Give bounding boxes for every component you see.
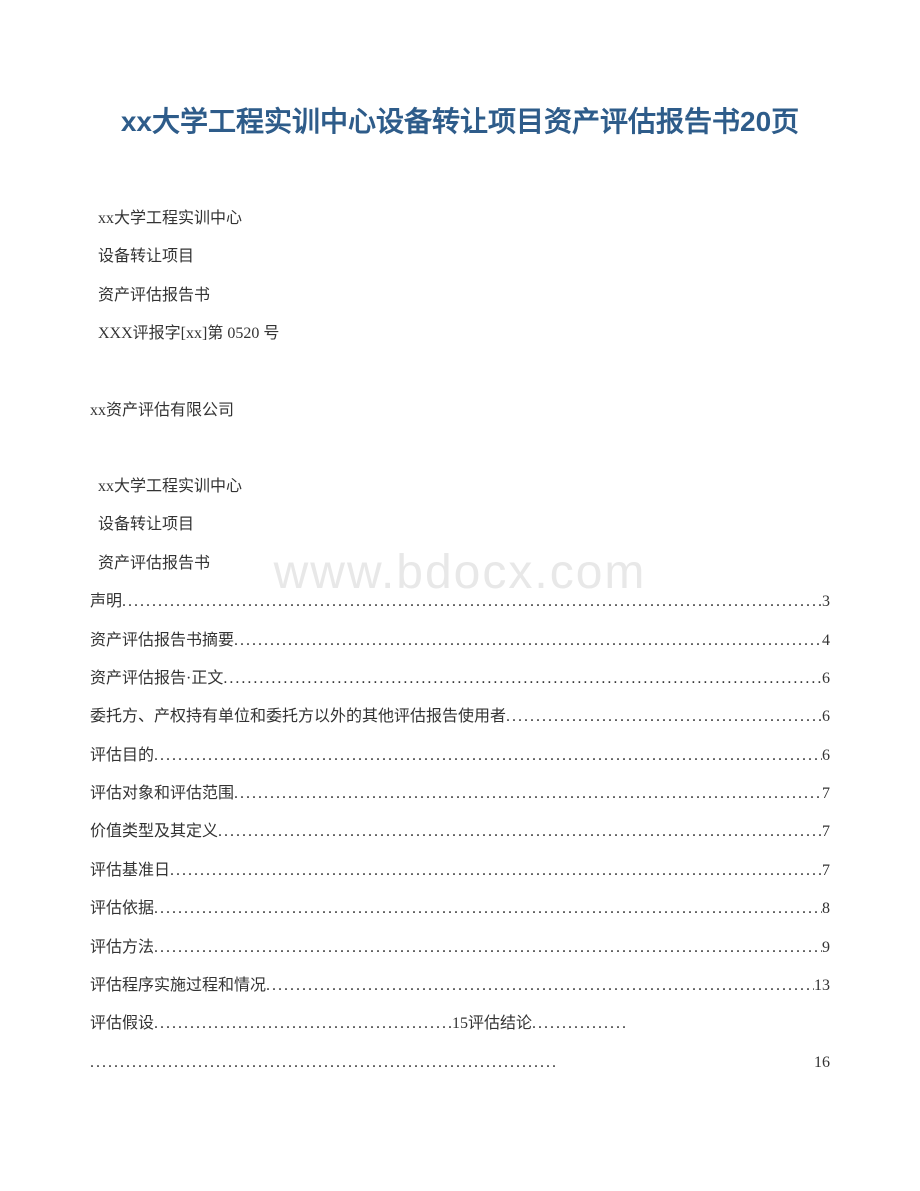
toc-label: 评估基准日	[90, 852, 170, 890]
toc-label: 评估假设	[90, 1005, 154, 1043]
table-of-contents: 声明......................................…	[90, 583, 830, 1005]
toc-page: 4	[822, 622, 830, 660]
toc-page: 7	[822, 775, 830, 813]
toc-label: 评估目的	[90, 737, 154, 775]
toc-line-last: 评估假设 ...................................…	[90, 1005, 830, 1043]
toc-line: 评估方法....................................…	[90, 929, 830, 967]
toc-label: 评估方法	[90, 929, 154, 967]
toc-line-continuation: ........................................…	[90, 1044, 830, 1082]
toc-line: 资产评估报告·正文...............................…	[90, 660, 830, 698]
toc-header-line-3: 资产评估报告书	[90, 545, 830, 583]
toc-header-line-1: xx大学工程实训中心	[90, 468, 830, 506]
toc-dots: ........................................…	[506, 698, 822, 736]
toc-page: 9	[822, 929, 830, 967]
toc-page: 7	[822, 852, 830, 890]
toc-line: 评估对象和评估范围...............................…	[90, 775, 830, 813]
toc-dots: ................	[532, 1005, 830, 1043]
toc-page: 3	[822, 583, 830, 621]
toc-line: 评估目的....................................…	[90, 737, 830, 775]
toc-dots: ........................................…	[218, 813, 822, 851]
toc-page: 6	[822, 737, 830, 775]
document-body: xx大学工程实训中心 设备转让项目 资产评估报告书 XXX评报字[xx]第 05…	[90, 200, 830, 1082]
toc-dots: ........................................…	[266, 967, 814, 1005]
toc-label: 价值类型及其定义	[90, 813, 218, 851]
toc-label: 评估程序实施过程和情况	[90, 967, 266, 1005]
toc-label: 评估结论	[468, 1005, 532, 1043]
company-name: xx资产评估有限公司	[90, 392, 830, 430]
toc-dots: ........................................…	[234, 622, 822, 660]
toc-dots: ........................................…	[122, 583, 822, 621]
toc-line: 评估依据....................................…	[90, 890, 830, 928]
toc-line: 价值类型及其定义................................…	[90, 813, 830, 851]
toc-page: 13	[814, 967, 830, 1005]
toc-line: 声明......................................…	[90, 583, 830, 621]
header-line-2: 设备转让项目	[90, 238, 830, 276]
toc-line: 评估程序实施过程和情况.............................…	[90, 967, 830, 1005]
toc-dots: ........................................…	[223, 660, 822, 698]
toc-dots: ........................................…	[234, 775, 822, 813]
toc-page: 7	[822, 813, 830, 851]
toc-dots: ........................................…	[154, 890, 822, 928]
header-line-1: xx大学工程实训中心	[90, 200, 830, 238]
toc-line: 委托方、产权持有单位和委托方以外的其他评估报告使用者..............…	[90, 698, 830, 736]
toc-dots: ........................................…	[170, 852, 822, 890]
document-title: xx大学工程实训中心设备转让项目资产评估报告书20页	[90, 100, 830, 140]
toc-dots: ........................................…	[154, 1005, 452, 1043]
toc-page: 6	[822, 660, 830, 698]
toc-page: 6	[822, 698, 830, 736]
toc-page: 16	[814, 1044, 830, 1082]
toc-dots: ........................................…	[154, 929, 822, 967]
toc-label: 评估对象和评估范围	[90, 775, 234, 813]
header-line-3: 资产评估报告书	[90, 277, 830, 315]
document-content: xx大学工程实训中心设备转让项目资产评估报告书20页 xx大学工程实训中心 设备…	[90, 100, 830, 1082]
toc-page: 8	[822, 890, 830, 928]
toc-label: 声明	[90, 583, 122, 621]
header-line-4: XXX评报字[xx]第 0520 号	[90, 315, 830, 353]
toc-dots: ........................................…	[90, 1044, 814, 1082]
toc-label: 委托方、产权持有单位和委托方以外的其他评估报告使用者	[90, 698, 506, 736]
toc-line: 评估基准日...................................…	[90, 852, 830, 890]
toc-label: 资产评估报告·正文	[90, 660, 223, 698]
toc-header-line-2: 设备转让项目	[90, 506, 830, 544]
toc-dots: ........................................…	[154, 737, 822, 775]
toc-label: 评估依据	[90, 890, 154, 928]
toc-label: 资产评估报告书摘要	[90, 622, 234, 660]
toc-line: 资产评估报告书摘要...............................…	[90, 622, 830, 660]
toc-page: 15	[452, 1005, 468, 1043]
